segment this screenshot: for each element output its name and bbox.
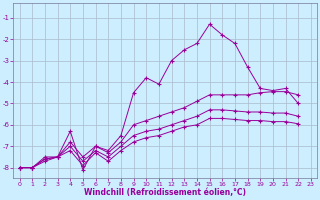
X-axis label: Windchill (Refroidissement éolien,°C): Windchill (Refroidissement éolien,°C) [84,188,246,197]
